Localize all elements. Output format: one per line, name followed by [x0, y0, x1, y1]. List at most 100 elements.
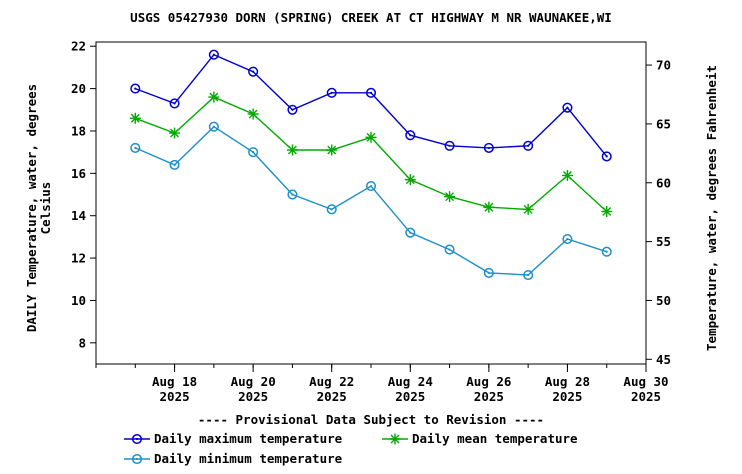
legend-marker-shape-min: [131, 453, 143, 465]
point-max-2025-08-19: [208, 49, 219, 60]
point-mean-2025-08-27: [522, 203, 534, 215]
legend-label-min: Daily minimum temperature: [154, 451, 343, 466]
point-max-2025-08-17-dot: [134, 87, 137, 90]
point-max-2025-08-28-shape: [562, 102, 573, 113]
legend-item-mean: Daily mean temperature: [382, 431, 578, 446]
point-max-2025-08-18-dot: [173, 102, 176, 105]
point-mean-2025-08-25-stroke-3: [445, 192, 455, 202]
point-mean-2025-08-20: [247, 108, 259, 120]
y-tick-label-left-14: 14: [71, 208, 86, 223]
point-mean-2025-08-24-stroke-3: [405, 175, 415, 185]
point-max-2025-08-26-shape: [483, 142, 494, 153]
point-min-2025-08-25-shape: [444, 244, 455, 255]
x-tick-year-2025-08-28: 2025: [552, 389, 582, 404]
point-max-2025-08-27: [523, 140, 534, 151]
legend-marker-max: [131, 433, 143, 445]
point-min-2025-08-24: [405, 227, 416, 238]
point-max-2025-08-22: [326, 87, 337, 98]
legend-marker-mean: [389, 433, 401, 445]
point-mean-2025-08-20-stroke-3: [248, 109, 258, 119]
y-axis-label-left-2: Celsius: [38, 182, 53, 235]
series-line-min: [135, 125, 607, 276]
x-tick-label-2025-08-22: Aug 22: [309, 374, 354, 389]
series-min: [130, 121, 612, 281]
point-max-2025-08-27-shape: [523, 140, 534, 151]
point-max-2025-08-21-shape: [287, 104, 298, 115]
point-mean-2025-08-26: [483, 201, 495, 213]
point-min-2025-08-27-shape: [523, 269, 534, 281]
point-min-2025-08-21-shape: [287, 189, 298, 200]
point-min-2025-08-26-dot: [487, 271, 490, 275]
y-tick-label-left-10: 10: [71, 293, 86, 308]
point-min-2025-08-24-shape: [405, 227, 416, 238]
legend-marker-shape-mean: [389, 433, 401, 445]
point-mean-2025-08-27-stroke-3: [523, 204, 533, 214]
x-tick-label-2025-08-28: Aug 28: [545, 374, 590, 389]
point-max-2025-08-20: [248, 66, 259, 77]
legend-item-min: Daily minimum temperature: [124, 451, 343, 466]
point-min-2025-08-19: [208, 121, 219, 132]
point-min-2025-08-18-shape: [169, 159, 180, 170]
point-min-2025-08-29-shape: [601, 246, 612, 257]
legend-marker-shape-max: [131, 433, 143, 445]
point-max-2025-08-28-dot: [566, 106, 569, 109]
point-mean-2025-08-19: [208, 91, 220, 103]
point-max-2025-08-25-shape: [444, 140, 455, 151]
point-max-2025-08-28: [562, 102, 573, 113]
point-min-2025-08-19-dot: [212, 125, 215, 128]
point-min-2025-08-28-dot: [566, 237, 569, 241]
point-mean-2025-08-22: [326, 144, 338, 156]
point-mean-2025-08-23: [365, 131, 377, 143]
point-max-2025-08-29-shape: [601, 151, 612, 162]
y-axis-right: 45 50 55 60 65 70: [646, 58, 671, 367]
point-max-2025-08-18: [169, 98, 180, 109]
x-tick-label-2025-08-20: Aug 20: [231, 374, 276, 389]
point-min-2025-08-17-shape: [130, 142, 141, 153]
point-max-2025-08-23: [365, 87, 377, 98]
point-mean-2025-08-29-stroke-3: [602, 207, 612, 216]
x-tick-label-2025-08-18: Aug 18: [152, 374, 197, 389]
point-min-2025-08-21: [287, 189, 298, 200]
point-min-2025-08-22-dot: [330, 208, 333, 211]
point-min-2025-08-22-shape: [326, 204, 337, 215]
x-tick-label-2025-08-26: Aug 26: [466, 374, 511, 389]
x-tick-year-2025-08-30: 2025: [631, 389, 661, 404]
point-mean-2025-08-26-stroke-3: [484, 202, 494, 212]
point-min-2025-08-20-shape: [248, 147, 259, 158]
point-max-2025-08-17-shape: [130, 83, 141, 94]
point-min-2025-08-23-dot: [369, 184, 373, 188]
point-min-2025-08-23: [365, 181, 377, 192]
series-mean: [129, 91, 613, 217]
y-tick-label-left-12: 12: [71, 251, 86, 266]
y-axis-label-right: Temperature, water, degrees Fahrenheit: [704, 65, 719, 351]
legend-label-max: Daily maximum temperature: [154, 431, 343, 446]
point-max-2025-08-25: [444, 140, 455, 151]
point-min-2025-08-25: [444, 244, 455, 255]
point-min-2025-08-29-dot: [605, 250, 608, 253]
point-min-2025-08-24-dot: [409, 231, 412, 234]
point-mean-2025-08-25: [444, 191, 456, 203]
point-max-2025-08-24-dot: [409, 134, 412, 137]
point-max-2025-08-24-shape: [405, 130, 416, 141]
legend-marker-shape-max-dot: [135, 437, 139, 441]
point-max-2025-08-26-dot: [487, 146, 490, 150]
point-mean-2025-08-28: [561, 169, 573, 181]
plot-frame: [95, 41, 647, 365]
point-min-2025-08-26: [483, 267, 494, 278]
x-tick-year-2025-08-24: 2025: [395, 389, 425, 404]
legend-marker-min: [131, 453, 143, 465]
point-min-2025-08-19-shape: [208, 121, 219, 132]
legend-marker-shape-min-dot: [135, 457, 139, 461]
legend-marker-shape-max-shape: [131, 433, 143, 445]
point-min-2025-08-21-dot: [291, 193, 294, 196]
y-tick-label-right-65: 65: [656, 116, 671, 131]
point-min-2025-08-25-dot: [448, 248, 451, 251]
point-max-2025-08-25-dot: [448, 144, 451, 147]
point-max-2025-08-27-dot: [527, 144, 530, 147]
point-max-2025-08-29-dot: [605, 155, 608, 158]
y-tick-label-right-55: 55: [656, 234, 671, 249]
y-tick-label-left-18: 18: [71, 123, 86, 138]
point-max-2025-08-20-dot: [252, 70, 255, 73]
series-max: [130, 49, 612, 162]
point-mean-2025-08-29: [601, 205, 613, 217]
